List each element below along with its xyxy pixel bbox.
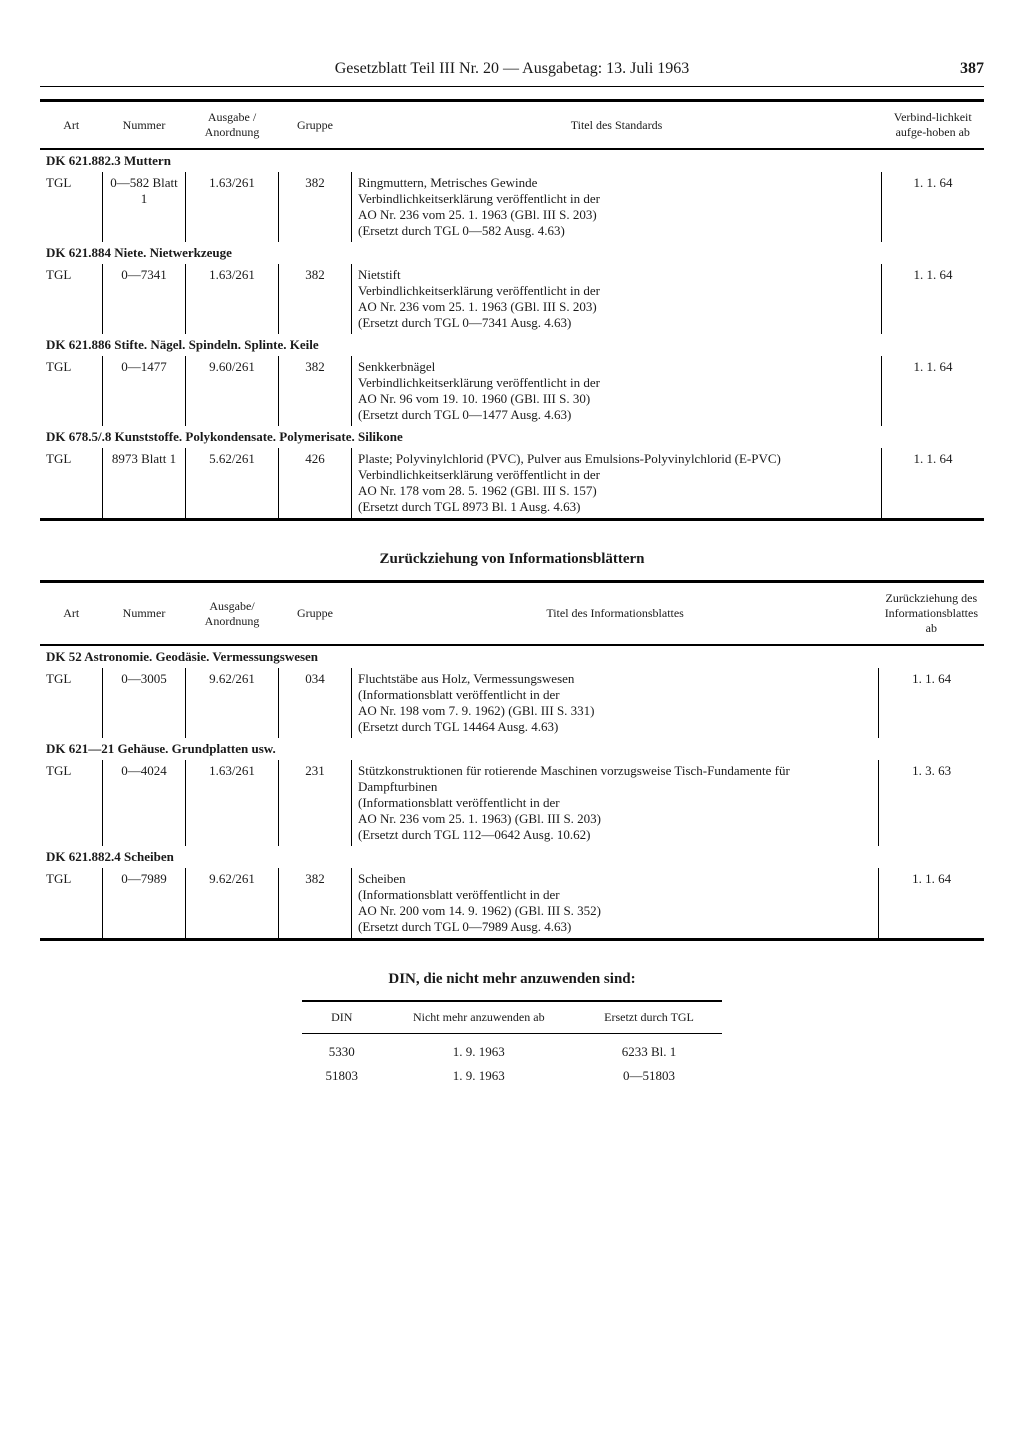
table-row: 53301. 9. 19636233 Bl. 1 (302, 1034, 722, 1065)
din-cell-ab: 1. 9. 1963 (382, 1034, 577, 1065)
section-header: DK 678.5/.8 Kunststoffe. Polykondensate.… (40, 426, 984, 448)
cell-titel: Scheiben(Informationsblatt veröffentlich… (352, 868, 879, 940)
page-header: Gesetzblatt Teil III Nr. 20 — Ausgabetag… (40, 60, 984, 87)
cell-date: 1. 1. 64 (879, 868, 984, 940)
cell-ausgabe: 9.62/261 (186, 868, 279, 940)
col-header-ausgabe: Ausgabe/ Anordnung (186, 582, 279, 646)
din-col-ersetzt: Ersetzt durch TGL (576, 1001, 722, 1034)
document-page: Gesetzblatt Teil III Nr. 20 — Ausgabetag… (0, 0, 1024, 1437)
cell-ausgabe: 9.62/261 (186, 668, 279, 738)
col-header-art: Art (40, 582, 103, 646)
cell-ausgabe: 1.63/261 (186, 264, 279, 334)
table-row: TGL0—14779.60/261382SenkkerbnägelVerbind… (40, 356, 984, 426)
cell-titel: Fluchtstäbe aus Holz, Vermessungswesen(I… (352, 668, 879, 738)
cell-nummer: 0—4024 (103, 760, 186, 846)
din-table: DIN Nicht mehr anzuwenden ab Ersetzt dur… (302, 1000, 722, 1088)
din-col-din: DIN (302, 1001, 382, 1034)
standards-table: Art Nummer Ausgabe / Anordnung Gruppe Ti… (40, 99, 984, 521)
col-header-gruppe: Gruppe (279, 101, 352, 150)
cell-date: 1. 1. 64 (882, 172, 985, 242)
table-row: 518031. 9. 19630—51803 (302, 1064, 722, 1088)
cell-nummer: 0—3005 (103, 668, 186, 738)
info-sheets-table: Art Nummer Ausgabe/ Anordnung Gruppe Tit… (40, 580, 984, 941)
cell-ausgabe: 5.62/261 (186, 448, 279, 520)
cell-art: TGL (40, 448, 103, 520)
col-header-date: Zurückziehung des Informationsblattes ab (879, 582, 984, 646)
cell-art: TGL (40, 668, 103, 738)
header-title: Gesetzblatt Teil III Nr. 20 — Ausgabetag… (100, 60, 924, 78)
cell-nummer: 0—582 Blatt 1 (103, 172, 186, 242)
cell-titel: SenkkerbnägelVerbindlichkeitserklärung v… (352, 356, 882, 426)
cell-art: TGL (40, 172, 103, 242)
din-cell-ab: 1. 9. 1963 (382, 1064, 577, 1088)
cell-art: TGL (40, 264, 103, 334)
cell-ausgabe: 9.60/261 (186, 356, 279, 426)
table-row: TGL0—582 Blatt 11.63/261382Ringmuttern, … (40, 172, 984, 242)
din-cell-ersetzt: 6233 Bl. 1 (576, 1034, 722, 1065)
cell-nummer: 0—7341 (103, 264, 186, 334)
cell-nummer: 0—7989 (103, 868, 186, 940)
table-row: TGL0—73411.63/261382NietstiftVerbindlich… (40, 264, 984, 334)
cell-gruppe: 382 (279, 868, 352, 940)
cell-titel: Ringmuttern, Metrisches GewindeVerbindli… (352, 172, 882, 242)
section-header: DK 621.884 Niete. Nietwerkzeuge (40, 242, 984, 264)
col-header-nummer: Nummer (103, 582, 186, 646)
col-header-ausgabe: Ausgabe / Anordnung (186, 101, 279, 150)
cell-titel: Stützkonstruktionen für rotierende Masch… (352, 760, 879, 846)
cell-date: 1. 1. 64 (882, 356, 985, 426)
page-number: 387 (924, 60, 984, 78)
cell-gruppe: 382 (279, 172, 352, 242)
cell-art: TGL (40, 356, 103, 426)
col-header-nummer: Nummer (103, 101, 186, 150)
cell-date: 1. 1. 64 (882, 448, 985, 520)
din-cell-din: 51803 (302, 1064, 382, 1088)
cell-gruppe: 034 (279, 668, 352, 738)
table-row: TGL0—40241.63/261231Stützkonstruktionen … (40, 760, 984, 846)
din-col-ab: Nicht mehr anzuwenden ab (382, 1001, 577, 1034)
section-heading-3: DIN, die nicht mehr anzuwenden sind: (40, 971, 984, 988)
col-header-gruppe: Gruppe (279, 582, 352, 646)
cell-date: 1. 1. 64 (882, 264, 985, 334)
col-header-titel: Titel des Standards (352, 101, 882, 150)
din-cell-din: 5330 (302, 1034, 382, 1065)
cell-ausgabe: 1.63/261 (186, 760, 279, 846)
cell-art: TGL (40, 868, 103, 940)
table-row: TGL8973 Blatt 15.62/261426Plaste; Polyvi… (40, 448, 984, 520)
section-heading-2: Zurückziehung von Informationsblättern (40, 551, 984, 568)
cell-date: 1. 3. 63 (879, 760, 984, 846)
cell-titel: Plaste; Polyvinylchlorid (PVC), Pulver a… (352, 448, 882, 520)
din-cell-ersetzt: 0—51803 (576, 1064, 722, 1088)
cell-nummer: 0—1477 (103, 356, 186, 426)
cell-date: 1. 1. 64 (879, 668, 984, 738)
cell-gruppe: 231 (279, 760, 352, 846)
col-header-art: Art (40, 101, 103, 150)
cell-art: TGL (40, 760, 103, 846)
col-header-titel: Titel des Informationsblattes (352, 582, 879, 646)
col-header-date: Verbind-lichkeit aufge-hoben ab (882, 101, 985, 150)
section-header: DK 52 Astronomie. Geodäsie. Vermessungsw… (40, 645, 984, 668)
cell-titel: NietstiftVerbindlichkeitserklärung veröf… (352, 264, 882, 334)
section-header: DK 621.886 Stifte. Nägel. Spindeln. Spli… (40, 334, 984, 356)
cell-gruppe: 382 (279, 264, 352, 334)
section-header: DK 621—21 Gehäuse. Grundplatten usw. (40, 738, 984, 760)
cell-nummer: 8973 Blatt 1 (103, 448, 186, 520)
table-row: TGL0—30059.62/261034Fluchtstäbe aus Holz… (40, 668, 984, 738)
cell-ausgabe: 1.63/261 (186, 172, 279, 242)
cell-gruppe: 426 (279, 448, 352, 520)
section-header: DK 621.882.3 Muttern (40, 149, 984, 172)
section-header: DK 621.882.4 Scheiben (40, 846, 984, 868)
table-row: TGL0—79899.62/261382Scheiben(Information… (40, 868, 984, 940)
cell-gruppe: 382 (279, 356, 352, 426)
